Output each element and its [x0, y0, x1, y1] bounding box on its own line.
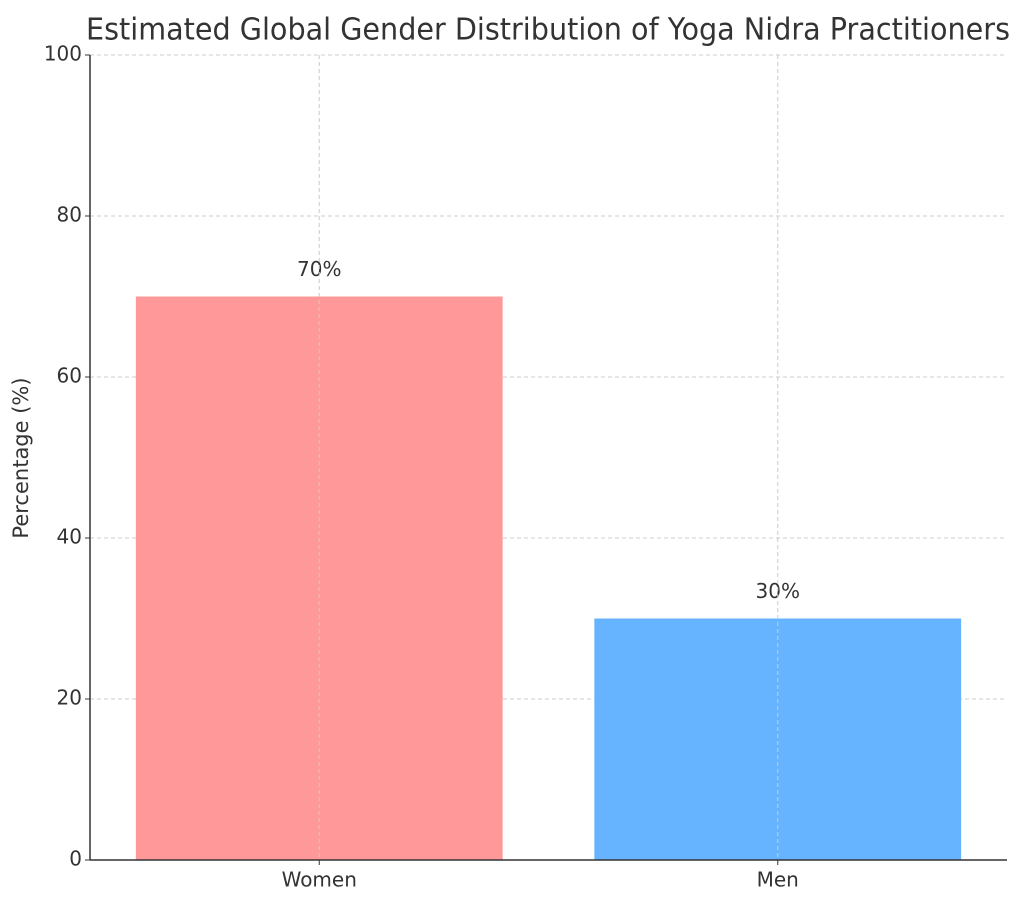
y-tick-label: 100 [44, 42, 82, 66]
y-axis-label: Percentage (%) [9, 377, 33, 538]
y-tick-label: 40 [57, 525, 82, 549]
y-tick-label: 60 [57, 364, 82, 388]
chart-title: Estimated Global Gender Distribution of … [86, 13, 1010, 48]
bar [594, 618, 962, 860]
y-tick-label: 80 [57, 203, 82, 227]
x-tick-label: Men [757, 868, 799, 892]
y-tick-label: 0 [69, 847, 82, 871]
bar [135, 296, 503, 860]
y-tick-label: 20 [57, 686, 82, 710]
x-tick-label: Women [282, 868, 357, 892]
